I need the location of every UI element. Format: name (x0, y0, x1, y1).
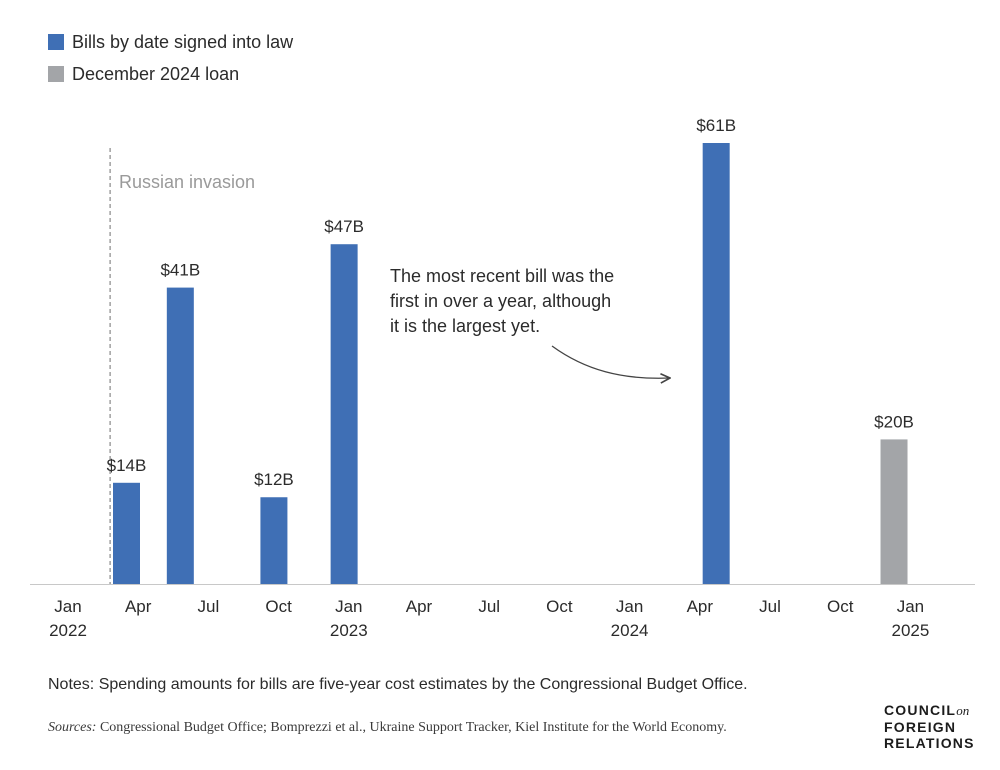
x-tick-label: Oct (265, 597, 292, 616)
x-tick-year-label: 2023 (330, 621, 368, 640)
legend-label-bills: Bills by date signed into law (72, 31, 294, 52)
bar-value-label: $61B (696, 116, 736, 135)
legend-swatch-loan (48, 66, 64, 82)
legend-swatch-bills (48, 34, 64, 50)
x-tick-label: Jul (198, 597, 220, 616)
logo-line-1: COUNCIL (884, 702, 957, 718)
x-tick-label: Apr (406, 597, 433, 616)
logo-on: on (956, 703, 970, 718)
x-tick-label: Oct (827, 597, 854, 616)
bar-value-label: $41B (160, 261, 200, 280)
x-tick-label: Jan (616, 597, 643, 616)
bar-bill (166, 287, 194, 584)
bars-layer: $14B $41B $12B $47B $61B $20B (107, 116, 914, 584)
legend: Bills by date signed into law December 2… (48, 26, 293, 90)
x-tick-label: Jul (478, 597, 500, 616)
legend-item-bills: Bills by date signed into law (48, 26, 293, 58)
x-tick-label: Apr (687, 597, 714, 616)
sources-text: Congressional Budget Office; Bomprezzi e… (96, 720, 727, 735)
invasion-label: Russian invasion (119, 172, 255, 192)
logo-line-3: RELATIONS (884, 735, 975, 751)
bar-bill (260, 497, 288, 584)
chart-sources: Sources: Congressional Budget Office; Bo… (48, 720, 727, 736)
bar-bill (702, 143, 730, 584)
callout-arrow (551, 345, 670, 378)
bar-value-label: $20B (874, 412, 914, 431)
chart-notes: Notes: Spending amounts for bills are fi… (48, 676, 748, 693)
bar-value-label: $14B (107, 456, 147, 475)
legend-label-loan: December 2024 loan (72, 63, 240, 84)
cfr-logo: COUNCILon FOREIGN RELATIONS (884, 702, 975, 751)
callout-line-1: The most recent bill was the (390, 266, 614, 286)
bar-loan (880, 439, 908, 584)
x-tick-label: Jan (335, 597, 362, 616)
bar-value-label: $12B (254, 470, 294, 489)
callout-line-3: it is the largest yet. (390, 316, 540, 336)
annotations: Russian invasion The most recent bill wa… (119, 172, 670, 378)
bar-bill (330, 244, 358, 584)
x-axis: Jan 2022 Apr Jul Oct Jan 2023 Apr Jul Oct Jan 2024 A… (30, 584, 975, 640)
sources-label: Sources: (48, 720, 97, 735)
x-tick-label: Apr (125, 597, 152, 616)
x-tick-year-label: 2024 (611, 621, 649, 640)
bar-chart: $14B $41B $12B $47B $61B $20B Jan 2022 Apr Jul Oc… (30, 116, 975, 640)
callout-line-2: first in over a year, although (390, 291, 611, 311)
x-tick-label: Oct (546, 597, 573, 616)
x-tick-label: Jul (759, 597, 781, 616)
x-tick-label: Jan (897, 597, 924, 616)
logo-line-2: FOREIGN (884, 719, 957, 735)
bar-bill (113, 482, 140, 584)
bar-value-label: $47B (324, 217, 364, 236)
x-tick-label: Jan (54, 597, 81, 616)
x-tick-year-label: 2022 (49, 621, 87, 640)
x-tick-year-label: 2025 (891, 621, 929, 640)
legend-item-loan: December 2024 loan (48, 58, 293, 90)
